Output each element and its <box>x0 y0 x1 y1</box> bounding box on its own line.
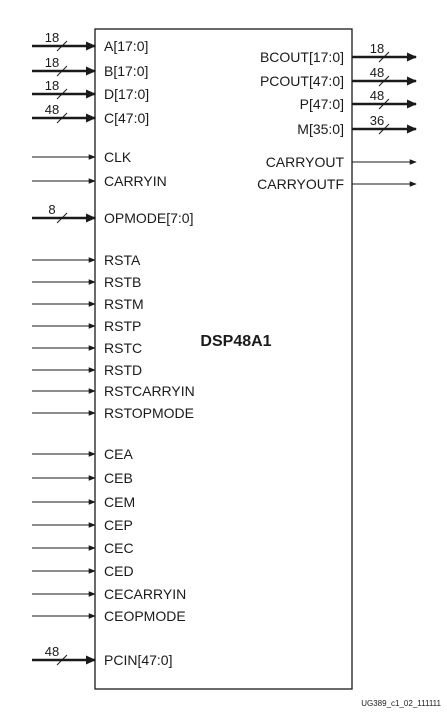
input-port-cecarryin: CECARRYIN <box>32 586 186 602</box>
pin-label-clk: CLK <box>104 149 132 165</box>
pin-label-ceopmode: CEOPMODE <box>104 608 186 624</box>
input-port-ceb: CEB <box>32 470 133 486</box>
bus-slash-p <box>378 98 390 110</box>
output-port-m: 36 M[35:0] <box>297 113 417 137</box>
pin-label-cea: CEA <box>104 446 133 462</box>
figure-id: UG389_c1_02_111111 <box>361 699 441 708</box>
bus-slash-m <box>378 123 390 135</box>
pin-label-p: P[47:0] <box>300 96 344 112</box>
pin-label-a: A[17:0] <box>104 38 148 54</box>
input-port-ceopmode: CEOPMODE <box>32 608 186 624</box>
pin-label-rstm: RSTM <box>104 296 144 312</box>
pin-label-bcout: BCOUT[17:0] <box>260 49 344 65</box>
input-port-clk: CLK <box>32 149 132 165</box>
input-port-rstp: RSTP <box>32 318 141 334</box>
output-port-p: 48 P[47:0] <box>300 88 417 112</box>
input-port-rsta: RSTA <box>32 252 141 268</box>
bus-slash-opmode <box>56 212 68 224</box>
bus-width-m: 36 <box>370 113 384 128</box>
bus-width-a: 18 <box>45 30 59 45</box>
input-port-opmode: 8 OPMODE[7:0] <box>32 202 193 226</box>
output-port-carryoutf: CARRYOUTF <box>257 176 417 192</box>
input-port-carryin: CARRYIN <box>32 173 167 189</box>
pin-label-rstc: RSTC <box>104 340 142 356</box>
block-title: DSP48A1 <box>200 333 271 350</box>
pin-label-pcout: PCOUT[47:0] <box>260 73 344 89</box>
pin-label-rstcarryin: RSTCARRYIN <box>104 383 195 399</box>
bus-slash-pcin <box>56 654 68 666</box>
bus-width-bcout: 18 <box>370 41 384 56</box>
pin-label-rstb: RSTB <box>104 274 141 290</box>
bus-slash-bcout <box>378 51 390 63</box>
input-port-cec: CEC <box>32 540 134 556</box>
input-port-rstc: RSTC <box>32 340 142 356</box>
bus-width-pcout: 48 <box>370 65 384 80</box>
output-port-bcout: 18 BCOUT[17:0] <box>260 41 417 65</box>
bus-width-c: 48 <box>45 102 59 117</box>
pin-label-rstp: RSTP <box>104 318 141 334</box>
input-port-cea: CEA <box>32 446 133 462</box>
pin-label-carryout: CARRYOUT <box>266 154 345 170</box>
pin-label-m: M[35:0] <box>297 121 344 137</box>
bus-slash-b <box>56 65 68 77</box>
pin-label-ceb: CEB <box>104 470 133 486</box>
bus-slash-a <box>56 40 68 52</box>
bus-width-p: 48 <box>370 88 384 103</box>
bus-width-pcin: 48 <box>45 644 59 659</box>
pin-label-pcin: PCIN[47:0] <box>104 652 172 668</box>
input-port-rstopmode: RSTOPMODE <box>32 405 194 421</box>
pin-label-cec: CEC <box>104 540 134 556</box>
left-port-group: 18 A[17:0] 18 B[17:0] 18 D[17:0] 48 C[47:0] CLK C… <box>32 30 195 668</box>
dsp48a1-block <box>94 28 353 690</box>
input-port-cem: CEM <box>32 494 135 510</box>
input-port-d: 18 D[17:0] <box>32 78 149 102</box>
pin-label-ced: CED <box>104 563 134 579</box>
input-port-b: 18 B[17:0] <box>32 55 148 79</box>
pin-label-rstd: RSTD <box>104 362 142 378</box>
input-port-rstm: RSTM <box>32 296 144 312</box>
input-port-a: 18 A[17:0] <box>32 30 148 54</box>
bus-slash-d <box>56 88 68 100</box>
bus-width-b: 18 <box>45 55 59 70</box>
bus-slash-c <box>56 112 68 124</box>
pin-label-d: D[17:0] <box>104 86 149 102</box>
output-port-carryout: CARRYOUT <box>266 154 417 170</box>
input-port-pcin: 48 PCIN[47:0] <box>32 644 172 668</box>
bus-width-opmode: 8 <box>48 202 55 217</box>
output-port-pcout: 48 PCOUT[47:0] <box>260 65 417 89</box>
pin-label-c: C[47:0] <box>104 110 149 126</box>
input-port-rstb: RSTB <box>32 274 141 290</box>
pin-label-b: B[17:0] <box>104 63 148 79</box>
pin-label-carryin: CARRYIN <box>104 173 167 189</box>
pin-label-carryoutf: CARRYOUTF <box>257 176 344 192</box>
input-port-rstcarryin: RSTCARRYIN <box>32 383 195 399</box>
input-port-rstd: RSTD <box>32 362 142 378</box>
pin-label-cecarryin: CECARRYIN <box>104 586 186 602</box>
input-port-ced: CED <box>32 563 134 579</box>
pin-label-rsta: RSTA <box>104 252 141 268</box>
bus-width-d: 18 <box>45 78 59 93</box>
right-port-group: 18 BCOUT[17:0] 48 PCOUT[47:0] 48 P[47:0] 36 M[3… <box>257 41 417 192</box>
bus-slash-pcout <box>378 75 390 87</box>
pin-label-cem: CEM <box>104 494 135 510</box>
pin-label-rstopmode: RSTOPMODE <box>104 405 194 421</box>
pin-label-opmode: OPMODE[7:0] <box>104 210 193 226</box>
input-port-cep: CEP <box>32 517 133 533</box>
pin-label-cep: CEP <box>104 517 133 533</box>
input-port-c: 48 C[47:0] <box>32 102 149 126</box>
